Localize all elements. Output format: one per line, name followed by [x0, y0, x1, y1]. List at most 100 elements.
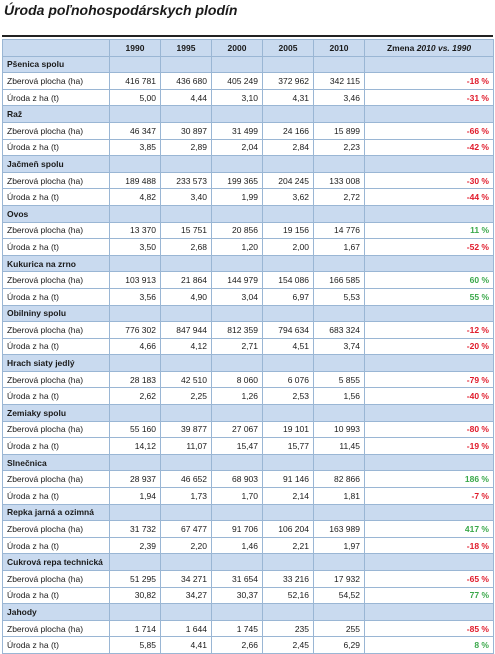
value-cell: 91 146: [262, 470, 314, 489]
value-cell: 30,37: [211, 586, 263, 605]
category-empty-cell: [364, 254, 494, 273]
crop-category-row: Jačmeň spolu: [2, 155, 494, 173]
category-empty-cell: [160, 254, 212, 273]
value-cell: 15 899: [313, 121, 365, 140]
category-empty-cell: [211, 55, 263, 74]
value-cell: 52,16: [262, 586, 314, 605]
category-empty-cell: [211, 503, 263, 522]
header-change: Zmena 2010 vs. 1990: [364, 39, 494, 57]
value-cell: 436 680: [160, 72, 212, 90]
value-cell: 6,97: [262, 287, 314, 306]
value-cell: 1,73: [160, 487, 212, 505]
table-row: Zberová plocha (ha) 103 913 21 864 144 979 1…: [2, 271, 494, 289]
value-cell: 30,82: [109, 586, 161, 605]
page-title: Úroda poľnohospodárskych plodín: [4, 2, 238, 18]
category-empty-cell: [364, 354, 494, 372]
value-cell: 51 295: [109, 570, 161, 588]
change-cell: 60 %: [364, 271, 494, 289]
change-cell: -52 %: [364, 238, 494, 256]
value-cell: 42 510: [160, 370, 212, 389]
title-rule: [2, 35, 493, 37]
value-cell: 2,21: [262, 536, 314, 555]
value-cell: 372 962: [262, 72, 314, 90]
value-cell: 405 249: [211, 72, 263, 90]
crop-name: Jačmeň spolu: [2, 155, 110, 173]
row-label: Zberová plocha (ha): [2, 370, 110, 389]
value-cell: 683 324: [313, 321, 365, 339]
change-cell: -65 %: [364, 570, 494, 588]
row-label: Zberová plocha (ha): [2, 321, 110, 339]
category-empty-cell: [211, 304, 263, 323]
value-cell: 3,50: [109, 238, 161, 256]
table-row: Zberová plocha (ha) 55 160 39 877 27 067 19 …: [2, 420, 494, 439]
category-empty-cell: [211, 453, 263, 472]
table-row: Úroda z ha (t) 4,82 3,40 1,99 3,62 2,72 -44 %: [2, 188, 494, 206]
value-cell: 11,07: [160, 437, 212, 455]
row-label: Zberová plocha (ha): [2, 171, 110, 190]
value-cell: 106 204: [262, 520, 314, 538]
header-year-2010: 2010: [313, 39, 365, 57]
value-cell: 2,84: [262, 138, 314, 157]
value-cell: 1,81: [313, 487, 365, 505]
value-cell: 2,04: [211, 138, 263, 157]
table-row: Úroda z ha (t) 30,82 34,27 30,37 52,16 54,52 7…: [2, 586, 494, 605]
value-cell: 31 499: [211, 121, 263, 140]
value-cell: 21 864: [160, 271, 212, 289]
value-cell: 91 706: [211, 520, 263, 538]
value-cell: 1 714: [109, 619, 161, 638]
value-cell: 794 634: [262, 321, 314, 339]
row-label: Zberová plocha (ha): [2, 520, 110, 538]
row-label: Úroda z ha (t): [2, 487, 110, 505]
change-cell: -85 %: [364, 619, 494, 638]
row-label: Zberová plocha (ha): [2, 72, 110, 90]
value-cell: 4,44: [160, 88, 212, 107]
category-empty-cell: [262, 503, 314, 522]
category-empty-cell: [313, 204, 365, 223]
header-year-2005: 2005: [262, 39, 314, 57]
change-cell: -80 %: [364, 420, 494, 439]
value-cell: 2,00: [262, 238, 314, 256]
category-empty-cell: [313, 304, 365, 323]
crop-category-row: Zemiaky spolu: [2, 404, 494, 422]
table-row: Úroda z ha (t) 4,66 4,12 2,71 4,51 3,74 -20 %: [2, 337, 494, 356]
category-empty-cell: [364, 204, 494, 223]
value-cell: 1,67: [313, 238, 365, 256]
crop-name: Slnečnica: [2, 453, 110, 472]
value-cell: 5,00: [109, 88, 161, 107]
change-cell: 8 %: [364, 636, 494, 654]
value-cell: 1 745: [211, 619, 263, 638]
category-empty-cell: [211, 204, 263, 223]
crop-category-row: Pšenica spolu: [2, 55, 494, 74]
change-cell: -7 %: [364, 487, 494, 505]
row-label: Zberová plocha (ha): [2, 121, 110, 140]
table-row: Úroda z ha (t) 1,94 1,73 1,70 2,14 1,81 -7 %: [2, 487, 494, 505]
row-label: Úroda z ha (t): [2, 437, 110, 455]
category-empty-cell: [364, 453, 494, 472]
value-cell: 1 644: [160, 619, 212, 638]
value-cell: 1,56: [313, 387, 365, 406]
value-cell: 2,20: [160, 536, 212, 555]
category-empty-cell: [160, 55, 212, 74]
category-empty-cell: [262, 553, 314, 571]
category-empty-cell: [109, 603, 161, 621]
value-cell: 6 076: [262, 370, 314, 389]
value-cell: 28 183: [109, 370, 161, 389]
value-cell: 13 370: [109, 221, 161, 240]
category-empty-cell: [109, 503, 161, 522]
category-empty-cell: [109, 105, 161, 123]
value-cell: 1,20: [211, 238, 263, 256]
category-empty-cell: [211, 354, 263, 372]
value-cell: 39 877: [160, 420, 212, 439]
change-cell: -12 %: [364, 321, 494, 339]
value-cell: 812 359: [211, 321, 263, 339]
category-empty-cell: [109, 354, 161, 372]
category-empty-cell: [109, 453, 161, 472]
category-empty-cell: [364, 404, 494, 422]
value-cell: 847 944: [160, 321, 212, 339]
change-cell: -79 %: [364, 370, 494, 389]
value-cell: 3,04: [211, 287, 263, 306]
category-empty-cell: [262, 603, 314, 621]
value-cell: 4,31: [262, 88, 314, 107]
value-cell: 82 866: [313, 470, 365, 489]
change-cell: -40 %: [364, 387, 494, 406]
